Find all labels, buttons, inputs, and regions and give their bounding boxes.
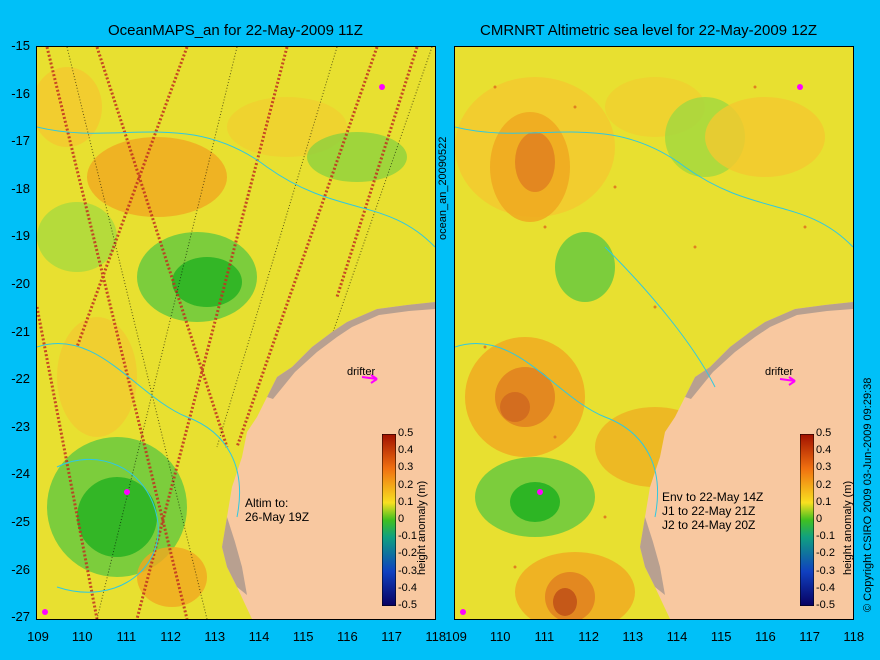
left-drifter-label: drifter	[347, 366, 376, 378]
lat-tick-label: -19	[11, 228, 30, 244]
colorbar-tick-label: 0.2	[398, 478, 414, 491]
lat-tick-label: -23	[11, 418, 30, 434]
colorbar-tick-label: -0.4	[398, 581, 417, 594]
lat-tick-label: -22	[11, 371, 30, 387]
colorbar-tick-label: 0.4	[816, 444, 832, 457]
colorbar-tick-label: 0	[398, 513, 405, 525]
left-colorbar	[382, 434, 396, 606]
colorbar-tick-label: 0.2	[816, 478, 832, 491]
lon-tick-label: 118	[843, 629, 865, 644]
right-drifter-label: drifter	[765, 366, 794, 378]
lon-tick-label: 109	[445, 629, 467, 644]
colorbar-tick-label: 0.3	[816, 461, 832, 474]
left-annotation-line-2: 26-May 19Z	[245, 510, 310, 524]
lon-tick-label: 117	[799, 629, 820, 644]
lon-tick-label: 112	[160, 629, 181, 644]
colorbar-tick-label: -0.3	[816, 564, 835, 577]
lon-tick-label: 115	[710, 629, 732, 644]
lon-tick-label: 113	[204, 629, 226, 644]
colorbar-tick-label: 0.3	[398, 461, 414, 474]
copyright-label: © Copyright CSIRO 2009 03-Jun-2009 09:29…	[862, 377, 874, 612]
colorbar-tick-label: 0	[816, 513, 823, 525]
right-map	[454, 46, 854, 620]
drifter-icon	[361, 374, 378, 384]
lat-tick-label: -25	[11, 514, 30, 529]
lon-tick-label: 116	[755, 629, 776, 644]
right-colorbar-label: height anomaly (m)	[842, 480, 854, 575]
lat-tick-label: -15	[11, 38, 30, 53]
colorbar-tick-label: 0.1	[398, 495, 414, 508]
lat-tick-label: -17	[11, 133, 30, 149]
colorbar-tick-label: -0.2	[398, 547, 417, 560]
right-annotation-line-3: J2 to 24-May 20Z	[662, 518, 756, 532]
right-colorbar	[800, 434, 814, 606]
right-annotation-line-2: J1 to 22-May 21Z	[662, 504, 756, 518]
colorbar-tick-label: -0.5	[398, 599, 417, 611]
lon-tick-label: 114	[248, 629, 270, 644]
lon-tick-label: 109	[27, 629, 49, 644]
lat-tick-label: -18	[11, 180, 30, 196]
colorbar-tick-label: -0.3	[398, 564, 417, 577]
left-annotation-line-1: Altim to:	[245, 496, 289, 510]
lon-tick-label: 111	[116, 629, 137, 644]
colorbar-tick-label: -0.1	[398, 530, 417, 543]
middle-side-label: ocean_an_20090522	[437, 136, 449, 240]
lon-tick-label: 110	[71, 629, 93, 644]
colorbar-tick-label: -0.4	[816, 581, 835, 594]
colorbar-tick-label: 0.4	[398, 444, 414, 457]
colorbar-tick-label: -0.1	[816, 530, 835, 543]
lon-tick-label: 115	[292, 629, 314, 644]
colorbar-tick-label: 0.5	[398, 427, 414, 439]
drifter-icon	[779, 376, 796, 386]
lat-tick-label: -16	[11, 85, 30, 101]
lat-tick-label: -21	[11, 323, 30, 339]
left-map	[36, 46, 436, 620]
lon-tick-label: 111	[534, 629, 555, 644]
lat-tick-label: -27	[11, 609, 30, 625]
lon-tick-label: 112	[578, 629, 599, 644]
left-colorbar-label: height anomaly (m)	[416, 480, 428, 575]
lat-tick-label: -20	[11, 276, 30, 291]
lon-tick-label: 113	[622, 629, 644, 644]
lat-tick-label: -24	[11, 466, 30, 482]
colorbar-tick-label: 0.5	[816, 427, 832, 439]
left-panel-title: OceanMAPS_an for 22-May-2009 11Z	[108, 22, 363, 39]
colorbar-tick-label: -0.5	[816, 599, 835, 611]
right-panel-title: CMRNRT Altimetric sea level for 22-May-2…	[480, 22, 818, 39]
lon-tick-label: 118	[425, 629, 447, 644]
lon-tick-label: 117	[381, 629, 402, 644]
lon-tick-label: 116	[337, 629, 358, 644]
right-annotation-line-1: Env to 22-May 14Z	[662, 490, 764, 504]
lat-tick-label: -26	[11, 561, 30, 577]
lon-tick-label: 114	[666, 629, 688, 644]
lon-tick-label: 110	[489, 629, 511, 644]
colorbar-tick-label: -0.2	[816, 547, 835, 560]
colorbar-tick-label: 0.1	[816, 495, 832, 508]
